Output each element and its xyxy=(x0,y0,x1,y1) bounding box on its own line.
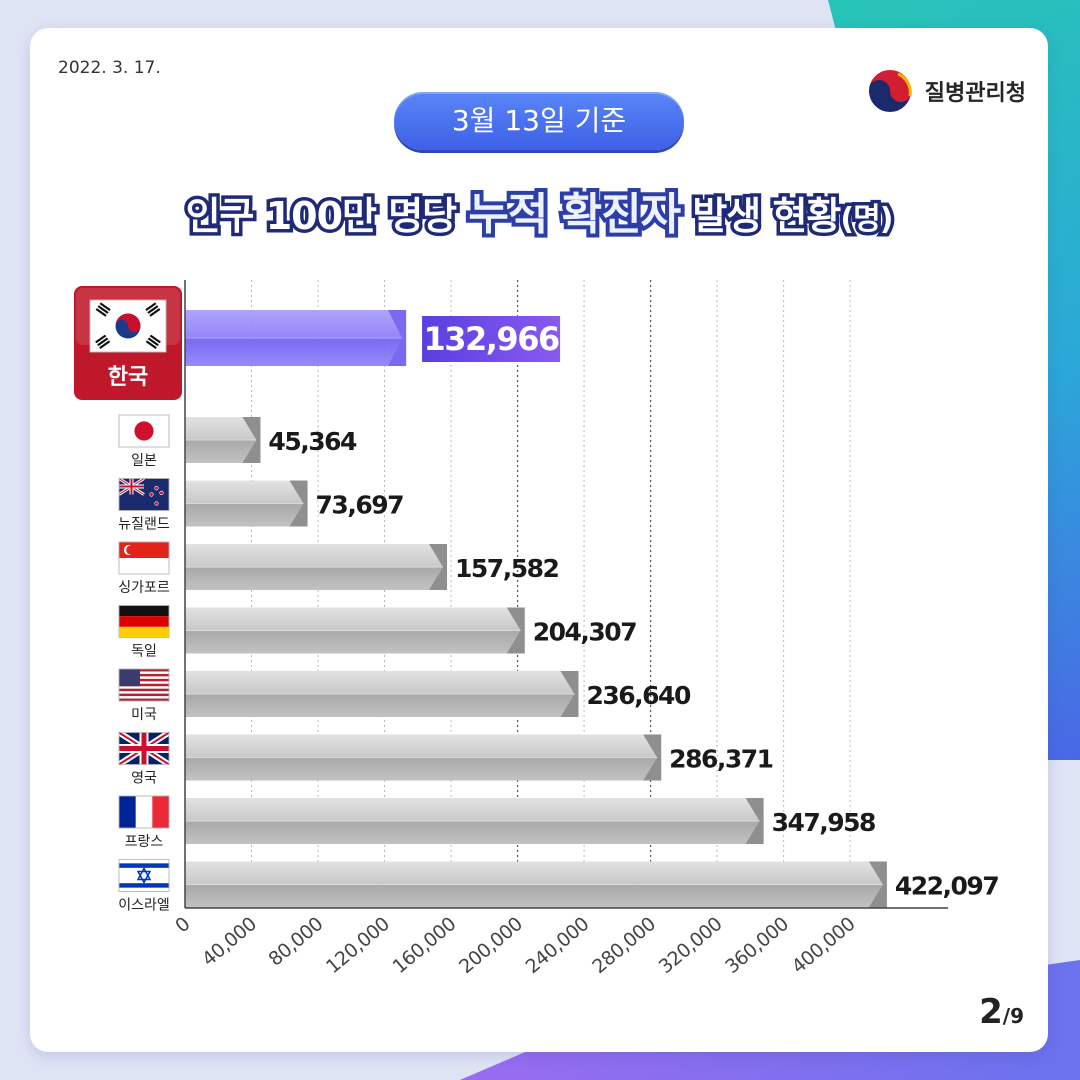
x-tick-label: 120,000 xyxy=(322,913,394,978)
bar-japan xyxy=(185,417,261,463)
value-label: 45,364 xyxy=(268,427,357,456)
bar-body xyxy=(185,861,887,908)
france-flag-icon xyxy=(118,795,170,829)
country-label: 한국 xyxy=(108,365,148,390)
bar-new-zealand xyxy=(185,480,308,527)
country-label: 프랑스 xyxy=(125,834,164,850)
page-current: 2 xyxy=(979,992,1003,1032)
value-label: 286,371 xyxy=(669,745,772,774)
bar-body xyxy=(185,544,448,590)
bar-end-cap xyxy=(868,861,887,908)
japan-flag-icon xyxy=(118,414,170,448)
bar-body xyxy=(185,480,308,527)
x-tick-label: 240,000 xyxy=(522,913,594,978)
title-unit: (명) xyxy=(837,199,897,241)
uk-flag-icon xyxy=(117,729,171,768)
bar-end-cap xyxy=(429,544,448,590)
bar-end-cap xyxy=(560,671,579,717)
usa-flag-icon xyxy=(118,668,170,702)
page-indicator: 2/9 xyxy=(979,992,1024,1032)
x-tick-label: 200,000 xyxy=(455,913,527,978)
bar-korea xyxy=(185,310,407,366)
bar-body xyxy=(185,798,764,844)
korea-flag-icon xyxy=(89,299,167,353)
bar-singapore xyxy=(185,544,448,590)
bar-israel xyxy=(185,861,887,908)
agency-name: 질병관리청 xyxy=(924,81,1026,106)
israel-flag-icon xyxy=(118,859,170,892)
bar-end-cap xyxy=(242,417,261,463)
value-label: 73,697 xyxy=(316,491,404,520)
x-tick-label: 360,000 xyxy=(721,913,793,978)
bar-germany xyxy=(185,607,525,654)
title-highlight: 누적 확진자 xyxy=(464,185,685,244)
title-part2: 발생 현황 xyxy=(680,191,845,242)
value-label: 347,958 xyxy=(772,808,875,837)
bar-end-cap xyxy=(643,734,662,781)
germany-flag-icon xyxy=(118,605,170,638)
country-label: 미국 xyxy=(131,707,157,723)
taegeuk-logo-icon xyxy=(866,68,913,114)
x-tick-label: 280,000 xyxy=(588,913,660,978)
value-label: 422,097 xyxy=(895,872,998,901)
x-tick-label: 400,000 xyxy=(788,913,860,978)
bar-body xyxy=(185,734,662,781)
x-tick-label: 320,000 xyxy=(655,913,727,978)
country-label: 일본 xyxy=(131,453,157,469)
bar-body xyxy=(185,310,407,366)
bar-body xyxy=(185,671,579,717)
x-tick-label: 40,000 xyxy=(198,913,261,971)
highlight-value-box xyxy=(422,316,561,362)
bar-end-cap xyxy=(745,798,764,844)
date-label: 2022. 3. 17. xyxy=(58,58,161,78)
x-tick-label: 160,000 xyxy=(389,913,461,978)
bar-end-cap xyxy=(506,607,525,654)
singapore-flag-icon xyxy=(118,541,170,575)
value-label: 157,582 xyxy=(455,554,558,583)
country-label: 이스라엘 xyxy=(118,898,170,914)
x-tick-label: 0 xyxy=(171,913,194,937)
country-label: 싱가포르 xyxy=(118,580,170,596)
value-label: 204,307 xyxy=(533,618,636,647)
bar-end-cap xyxy=(388,310,407,366)
page-title: 인구 100만 명당 누적 확진자 발생 현황(명) xyxy=(30,178,1048,244)
bar-body xyxy=(185,607,525,654)
country-label: 영국 xyxy=(131,771,157,787)
bar-end-cap xyxy=(289,480,308,527)
reference-date-pill: 3월 13일 기준 xyxy=(394,92,684,150)
x-tick-label: 80,000 xyxy=(264,913,327,971)
title-part1: 인구 100만 명당 xyxy=(182,191,469,242)
bar-uk xyxy=(185,734,662,781)
value-label: 132,966 xyxy=(423,320,558,358)
bar-chart: 132,966 45,364 73,697 157,582 204,307 236,640… xyxy=(74,280,1000,978)
bar-france xyxy=(185,798,764,844)
new-zealand-flag-icon xyxy=(118,477,170,511)
agency-logo: 질병관리청 xyxy=(865,66,1026,116)
bar-usa xyxy=(185,671,579,717)
card: 2022. 3. 17. 질병관리청 3월 13일 기준 인구 100만 명당 … xyxy=(30,28,1048,1052)
page-total: /9 xyxy=(1002,1004,1024,1028)
country-label: 독일 xyxy=(131,644,157,660)
country-label: 뉴질랜드 xyxy=(118,517,170,533)
value-label: 236,640 xyxy=(586,681,690,710)
